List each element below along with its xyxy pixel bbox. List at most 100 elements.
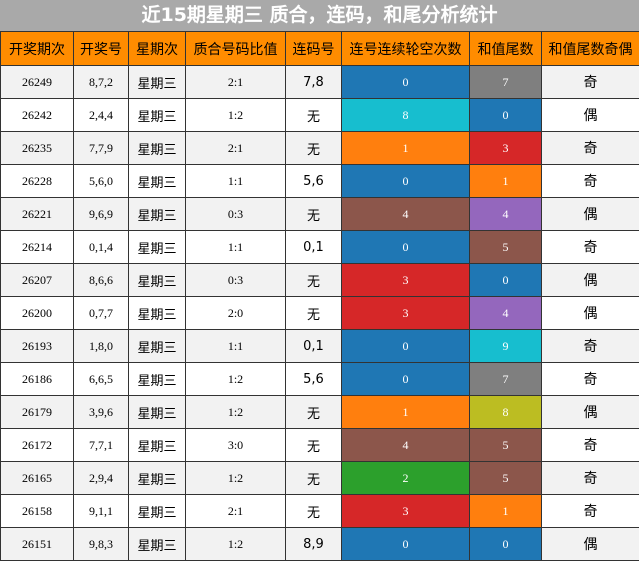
cell-parity: 偶 bbox=[542, 528, 639, 561]
header-issue: 开奖期次 bbox=[1, 32, 74, 66]
cell-consec: 无 bbox=[286, 462, 342, 495]
cell-numbers: 9,6,9 bbox=[74, 198, 129, 231]
cell-consec: 0,1 bbox=[286, 231, 342, 264]
cell-parity: 奇 bbox=[542, 462, 639, 495]
header-ratio: 质合号码比值 bbox=[186, 32, 286, 66]
cell-ratio: 1:2 bbox=[186, 363, 286, 396]
header-tail: 和值尾数 bbox=[470, 32, 542, 66]
cell-tail: 1 bbox=[470, 165, 542, 198]
cell-weekday: 星期三 bbox=[129, 231, 186, 264]
cell-ratio: 1:2 bbox=[186, 528, 286, 561]
cell-numbers: 7,7,9 bbox=[74, 132, 129, 165]
header-weekday: 星期次 bbox=[129, 32, 186, 66]
header-consec: 连码号 bbox=[286, 32, 342, 66]
cell-weekday: 星期三 bbox=[129, 165, 186, 198]
cell-issue: 26242 bbox=[1, 99, 74, 132]
cell-tail: 1 bbox=[470, 495, 542, 528]
cell-numbers: 9,1,1 bbox=[74, 495, 129, 528]
cell-gap: 3 bbox=[342, 297, 470, 330]
cell-numbers: 8,7,2 bbox=[74, 66, 129, 99]
cell-tail: 4 bbox=[470, 198, 542, 231]
header-numbers: 开奖号 bbox=[74, 32, 129, 66]
cell-consec: 0,1 bbox=[286, 330, 342, 363]
cell-gap: 1 bbox=[342, 132, 470, 165]
cell-issue: 26228 bbox=[1, 165, 74, 198]
cell-weekday: 星期三 bbox=[129, 99, 186, 132]
cell-ratio: 2:0 bbox=[186, 297, 286, 330]
cell-parity: 偶 bbox=[542, 198, 639, 231]
cell-weekday: 星期三 bbox=[129, 462, 186, 495]
cell-numbers: 5,6,0 bbox=[74, 165, 129, 198]
stats-table: 开奖期次 开奖号 星期次 质合号码比值 连码号 连号连续轮空次数 和值尾数 和值… bbox=[0, 31, 639, 561]
cell-weekday: 星期三 bbox=[129, 429, 186, 462]
cell-weekday: 星期三 bbox=[129, 396, 186, 429]
cell-ratio: 0:3 bbox=[186, 264, 286, 297]
cell-numbers: 2,4,4 bbox=[74, 99, 129, 132]
cell-numbers: 7,7,1 bbox=[74, 429, 129, 462]
cell-issue: 26221 bbox=[1, 198, 74, 231]
cell-consec: 无 bbox=[286, 429, 342, 462]
cell-ratio: 1:2 bbox=[186, 396, 286, 429]
cell-gap: 0 bbox=[342, 528, 470, 561]
cell-issue: 26200 bbox=[1, 297, 74, 330]
cell-gap: 1 bbox=[342, 396, 470, 429]
cell-numbers: 9,8,3 bbox=[74, 528, 129, 561]
cell-parity: 奇 bbox=[542, 495, 639, 528]
cell-tail: 5 bbox=[470, 462, 542, 495]
cell-issue: 26165 bbox=[1, 462, 74, 495]
cell-weekday: 星期三 bbox=[129, 264, 186, 297]
cell-tail: 5 bbox=[470, 231, 542, 264]
cell-ratio: 1:2 bbox=[186, 99, 286, 132]
cell-gap: 2 bbox=[342, 462, 470, 495]
cell-issue: 26249 bbox=[1, 66, 74, 99]
cell-tail: 5 bbox=[470, 429, 542, 462]
cell-parity: 奇 bbox=[542, 330, 639, 363]
cell-weekday: 星期三 bbox=[129, 297, 186, 330]
cell-tail: 8 bbox=[470, 396, 542, 429]
cell-weekday: 星期三 bbox=[129, 66, 186, 99]
cell-parity: 偶 bbox=[542, 99, 639, 132]
cell-consec: 5,6 bbox=[286, 165, 342, 198]
cell-ratio: 2:1 bbox=[186, 495, 286, 528]
cell-ratio: 1:1 bbox=[186, 165, 286, 198]
cell-parity: 偶 bbox=[542, 396, 639, 429]
cell-gap: 0 bbox=[342, 66, 470, 99]
cell-ratio: 1:2 bbox=[186, 462, 286, 495]
cell-gap: 0 bbox=[342, 363, 470, 396]
cell-gap: 3 bbox=[342, 264, 470, 297]
cell-ratio: 2:1 bbox=[186, 66, 286, 99]
header-parity: 和值尾数奇偶 bbox=[542, 32, 639, 66]
cell-numbers: 6,6,5 bbox=[74, 363, 129, 396]
cell-parity: 奇 bbox=[542, 363, 639, 396]
header-row: 开奖期次 开奖号 星期次 质合号码比值 连码号 连号连续轮空次数 和值尾数 和值… bbox=[1, 32, 639, 66]
cell-consec: 8,9 bbox=[286, 528, 342, 561]
cell-consec: 7,8 bbox=[286, 66, 342, 99]
cell-issue: 26207 bbox=[1, 264, 74, 297]
cell-gap: 4 bbox=[342, 198, 470, 231]
cell-issue: 26186 bbox=[1, 363, 74, 396]
cell-weekday: 星期三 bbox=[129, 330, 186, 363]
cell-issue: 26172 bbox=[1, 429, 74, 462]
cell-parity: 偶 bbox=[542, 297, 639, 330]
cell-consec: 无 bbox=[286, 495, 342, 528]
cell-tail: 0 bbox=[470, 99, 542, 132]
cell-consec: 无 bbox=[286, 198, 342, 231]
cell-weekday: 星期三 bbox=[129, 132, 186, 165]
cell-parity: 奇 bbox=[542, 66, 639, 99]
cell-parity: 奇 bbox=[542, 429, 639, 462]
cell-gap: 0 bbox=[342, 330, 470, 363]
cell-tail: 0 bbox=[470, 528, 542, 561]
cell-ratio: 1:1 bbox=[186, 231, 286, 264]
cell-tail: 4 bbox=[470, 297, 542, 330]
